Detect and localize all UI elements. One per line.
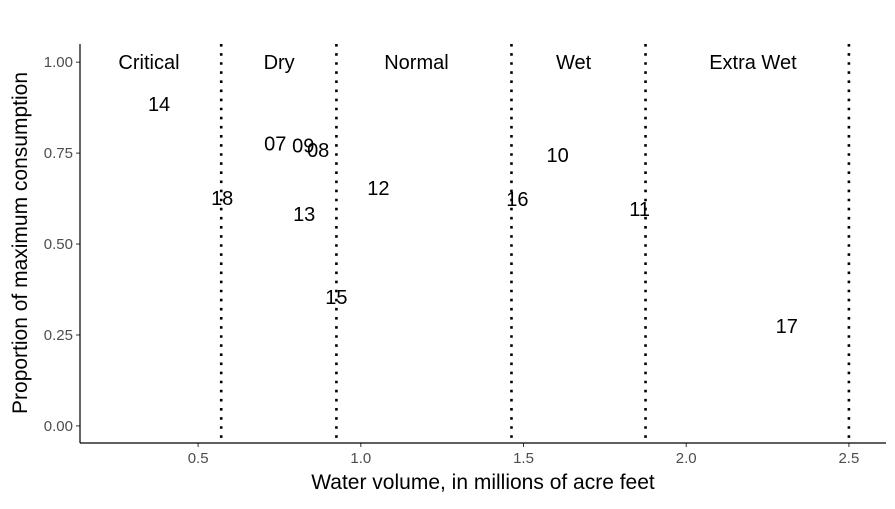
point-label: 11: [629, 199, 650, 221]
point-label: 14: [148, 94, 170, 116]
region-label: Critical: [118, 52, 179, 74]
region-label: Dry: [264, 52, 295, 74]
point-label: 16: [506, 189, 528, 211]
y-tick-label: 0.25: [44, 327, 73, 344]
point-label: 15: [325, 287, 347, 309]
x-tick-label: 1.0: [350, 450, 371, 467]
x-tick-label: 2.0: [676, 450, 697, 467]
x-tick-label: 0.5: [188, 450, 209, 467]
point-label: 18: [211, 188, 233, 210]
region-label: Wet: [556, 52, 592, 74]
y-tick-label: 0.00: [44, 418, 73, 435]
y-tick-label: 0.75: [44, 145, 73, 162]
point-label: 10: [547, 145, 569, 167]
point-label: 12: [367, 178, 389, 200]
region-label: Extra Wet: [709, 52, 797, 74]
x-axis-title: Water volume, in millions of acre feet: [311, 471, 655, 494]
point-label: 07: [264, 133, 286, 155]
point-label: 08: [307, 140, 329, 162]
point-label: 17: [776, 316, 798, 338]
x-tick-label: 1.5: [513, 450, 534, 467]
x-tick-label: 2.5: [838, 450, 859, 467]
region-label: Normal: [384, 52, 448, 74]
y-tick-label: 0.50: [44, 236, 73, 253]
y-tick-label: 1.00: [44, 54, 73, 71]
point-label: 09: [292, 135, 314, 157]
point-label: 13: [293, 204, 315, 226]
y-axis-title: Proportion of maximum consumption: [9, 72, 32, 414]
